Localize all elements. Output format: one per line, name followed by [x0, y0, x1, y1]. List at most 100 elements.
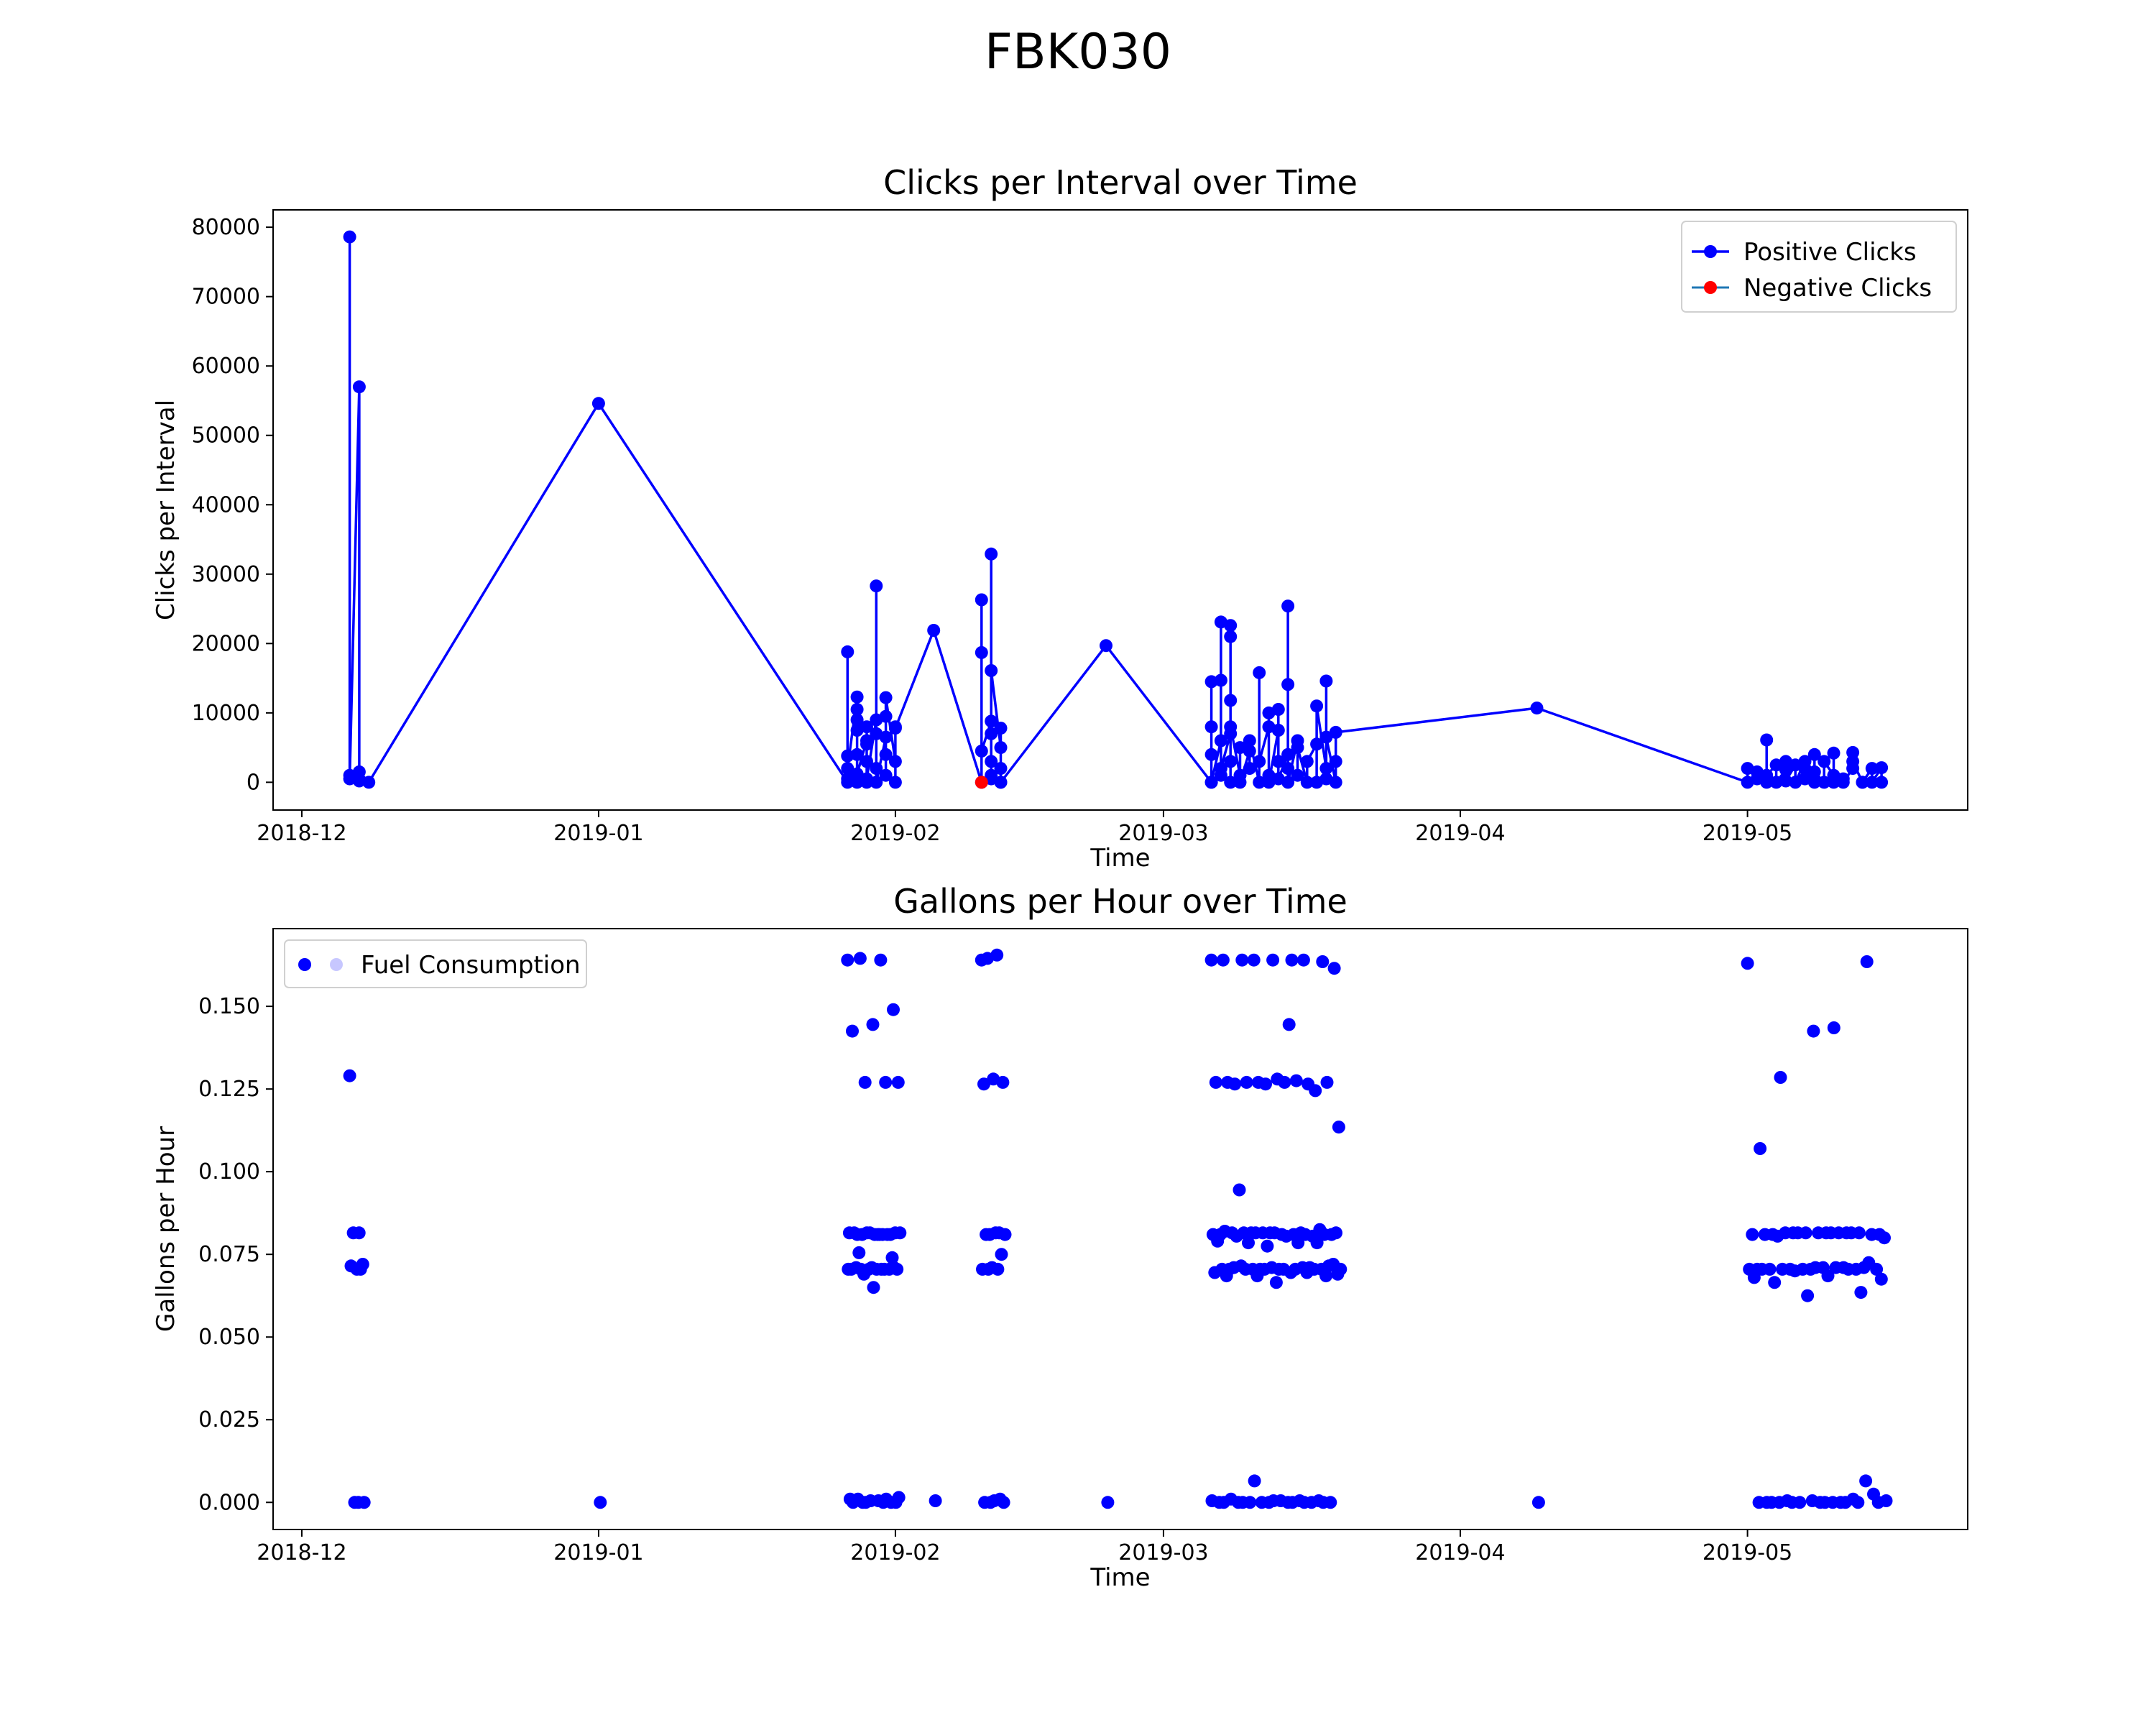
fuel-consumption-point	[1240, 1075, 1253, 1089]
fuel-consumption-point	[1296, 953, 1310, 967]
fuel-consumption-point	[1829, 1261, 1843, 1274]
legend-label-negative: Negative Clicks	[1743, 274, 1932, 303]
fuel-consumption-point	[867, 1281, 880, 1294]
positive-clicks-point	[1836, 776, 1850, 789]
fuel-consumption-point	[852, 1246, 866, 1259]
fuel-consumption-point	[1871, 1496, 1885, 1509]
y-tick-label: 40000	[192, 492, 260, 518]
fuel-consumption-point	[1217, 1496, 1230, 1509]
legend-label-fuel: Fuel Consumption	[361, 951, 581, 980]
x-tick-label: 2018-12	[257, 1540, 346, 1565]
fuel-consumption-point	[843, 1492, 857, 1506]
positive-clicks-point	[870, 762, 883, 776]
fuel-consumption-point	[1285, 953, 1299, 967]
fuel-consumption-point	[872, 1228, 886, 1241]
fuel-consumption-point	[1236, 1496, 1250, 1509]
positive-clicks-point	[1807, 748, 1821, 761]
clicks-chart: Clicks per Interval over Time 2018-12 2019…	[152, 163, 1968, 873]
positive-clicks-point	[1204, 720, 1218, 734]
positive-clicks-point	[860, 755, 873, 768]
positive-clicks-point	[343, 230, 356, 244]
x-tick-label: 2019-05	[1703, 1540, 1792, 1565]
fuel-consumption-point	[1818, 1496, 1832, 1509]
fuel-consumption-point	[1239, 1262, 1253, 1276]
x-tick-label: 2019-03	[1118, 1540, 1208, 1565]
positive-clicks-point	[1760, 768, 1774, 782]
positive-clicks-point	[1875, 761, 1889, 775]
fuel-consumption-point	[1310, 1236, 1324, 1250]
fuel-consumption-point	[1747, 1271, 1761, 1284]
legend: Positive Clicks Negative Clicks	[1681, 221, 1957, 313]
fuel-consumption-point	[1211, 1234, 1225, 1248]
fuel-consumption-point	[1316, 955, 1330, 968]
positive-clicks-point	[850, 703, 864, 716]
positive-clicks-point	[1224, 755, 1238, 768]
legend: Fuel Consumption	[284, 939, 587, 988]
positive-clicks-point	[994, 741, 1008, 755]
positive-clicks-point	[927, 624, 941, 637]
fuel-consumption-point	[1785, 1496, 1799, 1509]
fuel-consumption-point	[929, 1494, 942, 1507]
fuel-consumption-point	[1300, 1266, 1314, 1279]
positive-clicks-point	[850, 713, 864, 727]
fuel-consumption-point	[343, 1069, 356, 1082]
positive-clicks-point	[870, 776, 883, 789]
positive-clicks-point	[1214, 762, 1227, 776]
fuel-consumption-point	[1216, 953, 1230, 967]
positive-clicks-point	[1846, 755, 1860, 768]
positive-clicks-point	[1271, 724, 1285, 737]
legend-marker-positive	[1704, 245, 1717, 258]
positive-clicks-point	[1779, 774, 1792, 788]
fuel-consumption-point	[891, 1075, 905, 1089]
positive-clicks-point	[985, 714, 998, 728]
fuel-consumption-point	[1788, 1264, 1802, 1278]
fuel-consumption-point	[1752, 1496, 1766, 1509]
legend-frame	[1681, 221, 1957, 313]
fuel-consumption-point	[1251, 1075, 1265, 1089]
positive-clicks-point	[1865, 762, 1879, 776]
positive-clicks-point	[352, 774, 366, 788]
fuel-consumption-point	[1302, 1077, 1315, 1091]
fuel-consumption-point	[1860, 955, 1874, 968]
positive-clicks-point	[1100, 639, 1112, 653]
fuel-consumption-point	[1746, 1228, 1759, 1241]
positive-clicks-point	[1214, 673, 1227, 687]
x-tick-label: 2019-02	[850, 821, 940, 846]
positive-clicks-point	[1291, 768, 1304, 782]
x-axis-label: Time	[1089, 844, 1150, 873]
positive-clicks-point	[1865, 776, 1879, 789]
positive-clicks-point	[1310, 737, 1324, 751]
fuel-consumption-point	[1289, 1074, 1303, 1087]
positive-clicks-point	[1329, 725, 1342, 739]
positive-clicks-point	[1253, 776, 1266, 789]
positive-clicks-point	[1769, 776, 1783, 789]
fuel-consumption-point	[1809, 1261, 1822, 1274]
fuel-consumption-point	[858, 1075, 872, 1089]
fuel-chart: Gallons per Hour over Time 2018-12 2019-01…	[152, 882, 1968, 1592]
positive-clicks-point	[860, 737, 873, 751]
fuel-consumption-point	[875, 1262, 888, 1276]
legend-marker-negative	[1704, 281, 1717, 294]
x-tick-label: 2018-12	[257, 821, 346, 846]
fuel-consumption-point	[1101, 1496, 1115, 1509]
y-tick-label: 0.100	[198, 1159, 260, 1184]
fuel-consumption-point	[1741, 957, 1754, 970]
fuel-consumption-point	[1821, 1269, 1835, 1283]
fuel-consumption-point	[1771, 1229, 1784, 1243]
fuel-consumption-point	[1865, 1228, 1879, 1241]
positive-clicks-point	[1281, 748, 1295, 761]
positive-clicks-point	[975, 593, 988, 607]
positive-clicks-point	[362, 776, 376, 789]
y-tick-label: 30000	[192, 562, 260, 587]
positive-clicks-point	[1224, 720, 1238, 734]
positive-clicks-point	[841, 645, 854, 658]
fuel-consumption-point	[1776, 1262, 1789, 1276]
fuel-consumption-point	[1247, 953, 1261, 967]
fuel-consumption-point	[1791, 1226, 1805, 1240]
positive-clicks-point	[975, 645, 988, 659]
positive-clicks-point	[1204, 748, 1218, 761]
fuel-consumption-point	[874, 953, 888, 967]
positive-clicks-point	[850, 748, 864, 761]
positive-clicks-point	[888, 755, 902, 768]
fuel-consumption-point	[1801, 1289, 1815, 1302]
